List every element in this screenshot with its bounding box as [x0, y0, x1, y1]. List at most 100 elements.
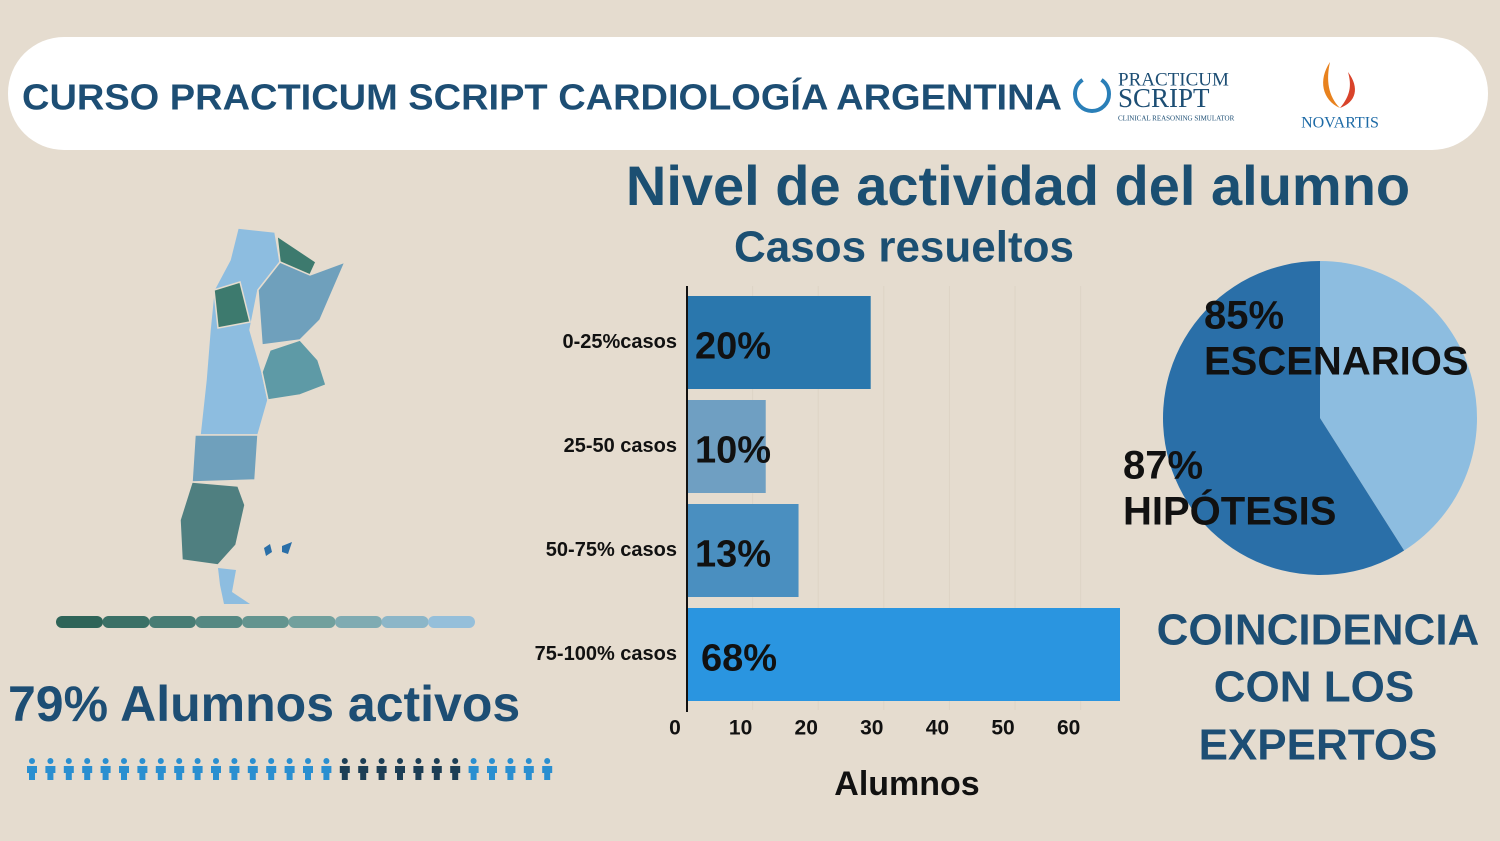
bar — [687, 400, 766, 493]
novartis-logo: NOVARTIS — [1301, 62, 1379, 132]
person-body — [137, 766, 148, 780]
color-scale — [56, 616, 475, 628]
person-icon — [376, 758, 387, 780]
coincidence-text: CON LOS — [1214, 663, 1414, 712]
header-title: CURSO PRACTICUM SCRIPT CARDIOLOGÍA ARGEN… — [22, 77, 1062, 118]
coincidence-text: COINCIDENCIA — [1157, 606, 1480, 655]
person-head — [268, 758, 275, 764]
x-tick-label: 50 — [991, 717, 1014, 740]
person-body — [266, 766, 277, 780]
person-icon — [339, 758, 350, 780]
person-head — [286, 758, 293, 764]
person-head — [452, 758, 459, 764]
person-head — [47, 758, 54, 764]
logo-flame — [1340, 72, 1355, 108]
person-icon — [174, 758, 185, 780]
scale-segment — [149, 616, 196, 628]
person-head — [121, 758, 127, 764]
chart-title: Nivel de actividad del alumno — [626, 154, 1410, 217]
scale-segment — [102, 616, 150, 628]
person-body — [27, 766, 37, 780]
map-region — [191, 434, 259, 483]
person-body — [542, 766, 553, 780]
map-region — [257, 260, 347, 346]
person-body — [284, 766, 295, 780]
person-body — [376, 766, 387, 780]
person-head — [360, 758, 367, 764]
person-icon — [211, 758, 221, 780]
person-body — [229, 766, 240, 780]
person-body — [450, 766, 461, 780]
map-region — [261, 339, 327, 401]
person-body — [155, 766, 166, 780]
person-icon — [523, 758, 534, 780]
person-body — [303, 766, 313, 780]
scale-segment — [335, 616, 382, 628]
scale-segment — [195, 616, 243, 628]
person-head — [231, 758, 238, 764]
scale-segment — [288, 616, 336, 628]
argentina-map — [179, 227, 347, 604]
pie-label: 87% — [1123, 444, 1203, 488]
x-tick-label: 40 — [926, 717, 949, 740]
x-axis-label: Alumnos — [834, 765, 979, 803]
person-icon — [229, 758, 240, 780]
person-icon — [137, 758, 148, 780]
person-icon — [247, 758, 258, 780]
person-body — [487, 766, 497, 780]
active-students: 79% Alumnos activos — [8, 676, 520, 732]
person-head — [176, 758, 183, 764]
person-head — [489, 758, 495, 764]
person-icon — [468, 758, 479, 780]
person-icon — [303, 758, 313, 780]
scale-segment — [242, 616, 289, 628]
person-body — [174, 766, 185, 780]
person-body — [358, 766, 369, 780]
scale-segment — [428, 616, 475, 628]
logo-text: SCRIPT — [1118, 83, 1210, 113]
person-body — [63, 766, 74, 780]
scale-segment — [381, 616, 429, 628]
person-body — [192, 766, 203, 780]
x-tick-label: 0 — [669, 717, 681, 740]
person-icon — [100, 758, 111, 780]
person-head — [415, 758, 422, 764]
pie-slice — [1163, 261, 1405, 575]
person-head — [525, 758, 532, 764]
y-tick-label: 50-75% casos — [546, 539, 677, 561]
person-icon — [413, 758, 424, 780]
person-body — [247, 766, 258, 780]
person-body — [100, 766, 111, 780]
person-body — [505, 766, 516, 780]
logo-text: NOVARTIS — [1301, 115, 1379, 132]
person-head — [213, 758, 219, 764]
person-icon — [155, 758, 166, 780]
bar-label: 13% — [695, 534, 771, 576]
person-body — [395, 766, 405, 780]
pie-label: 85% — [1204, 294, 1284, 338]
person-head — [323, 758, 330, 764]
map-region — [213, 281, 251, 329]
x-tick-label: 60 — [1057, 717, 1080, 740]
person-head — [157, 758, 164, 764]
bar-label: 10% — [695, 430, 771, 472]
practicum-logo: PRACTICUM SCRIPT CLINICAL REASONING SIMU… — [1073, 69, 1235, 123]
y-tick-label: 25-50 casos — [564, 435, 677, 457]
person-body — [211, 766, 221, 780]
person-body — [523, 766, 534, 780]
person-body — [468, 766, 479, 780]
person-icon — [431, 758, 442, 780]
person-head — [305, 758, 311, 764]
bar — [687, 608, 1120, 701]
person-icon — [450, 758, 461, 780]
person-body — [82, 766, 93, 780]
person-head — [544, 758, 551, 764]
person-icon — [45, 758, 56, 780]
logo-text: PRACTICUM — [1118, 69, 1229, 90]
person-icon — [63, 758, 74, 780]
person-head — [139, 758, 146, 764]
person-body — [119, 766, 129, 780]
header-bar — [8, 37, 1488, 150]
scale-segment — [56, 616, 103, 628]
person-body — [339, 766, 350, 780]
